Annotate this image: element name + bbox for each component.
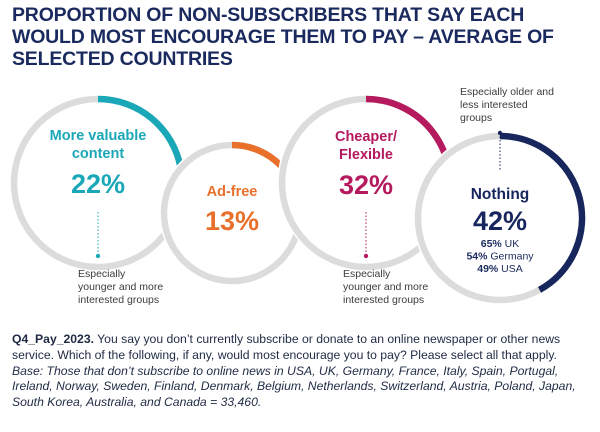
ring-label: Ad-free: [207, 184, 258, 200]
breakdown-country: USA: [501, 263, 523, 275]
breakdown-value: 49%: [477, 263, 501, 275]
annotation-text: groups: [460, 112, 492, 124]
base-text: Base: Those that don’t subscribe to onli…: [12, 363, 576, 410]
annotation-text: younger and more: [78, 281, 163, 293]
ring-label: More valuable: [50, 128, 147, 144]
footnote: Q4_Pay_2023. You say you don’t currently…: [12, 332, 590, 411]
annotation-text: Especially older and: [460, 86, 554, 98]
breakdown-value: 65%: [481, 238, 505, 250]
ring-value: 42%: [473, 206, 527, 236]
ring-value-arc: [499, 132, 586, 293]
ring-label: Cheaper/: [335, 129, 397, 145]
annotation-text: interested groups: [78, 294, 159, 306]
annotation-dot: [363, 253, 369, 259]
ring-label: Flexible: [339, 147, 393, 163]
ring-value-arc: [231, 141, 284, 169]
breakdown-value: 54%: [466, 251, 490, 263]
ring-backing: [159, 140, 305, 286]
breakdown-row: 49% USA: [477, 263, 523, 275]
annotation-text: Especially: [343, 268, 391, 280]
breakdown-row: 54% Germany: [466, 251, 534, 263]
breakdown-row: 65% UK: [481, 238, 520, 250]
question-id: Q4_Pay_2023.: [12, 332, 94, 346]
ring-group: More valuable content 22%: [9, 94, 187, 272]
question-text: You say you don’t currently subscribe or…: [12, 332, 561, 362]
annotation-dot: [497, 130, 503, 136]
ring-value: 22%: [71, 169, 125, 199]
ring-value: 32%: [339, 170, 393, 200]
ring-value-arc: [97, 95, 184, 168]
ring-backing: [9, 94, 187, 272]
ring-label: Nothing: [471, 186, 530, 203]
breakdown-country: UK: [505, 238, 520, 250]
annotation-text: less interested: [460, 99, 528, 111]
chart-title: PROPORTION OF NON-SUBSCRIBERS THAT SAY E…: [12, 4, 554, 70]
ring-backing: [277, 94, 455, 272]
breakdown-country: Germany: [490, 251, 534, 263]
annotation-text: younger and more: [343, 281, 428, 293]
annotation-text: interested groups: [343, 294, 424, 306]
ring-label: content: [72, 146, 125, 162]
ring-backing: [413, 131, 587, 305]
annotation-text: Especially: [78, 268, 126, 280]
annotation-dot: [95, 253, 101, 259]
ring-value: 13%: [205, 206, 259, 236]
